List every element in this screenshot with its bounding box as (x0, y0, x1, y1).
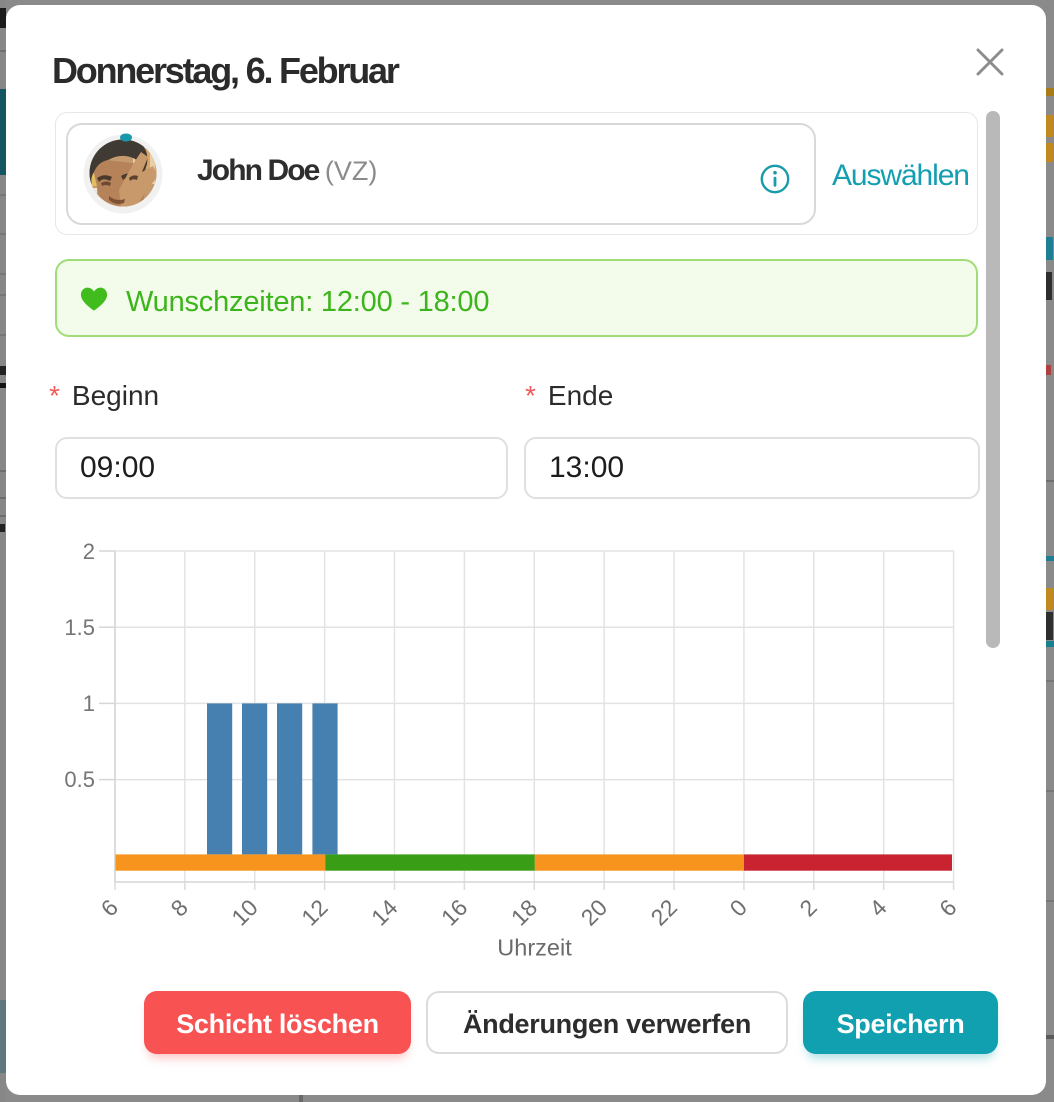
svg-text:16: 16 (436, 894, 472, 930)
svg-text:18: 18 (506, 894, 542, 930)
svg-text:20: 20 (576, 894, 612, 930)
svg-text:10: 10 (226, 894, 262, 930)
svg-text:0: 0 (725, 894, 752, 921)
svg-text:2: 2 (794, 894, 821, 921)
svg-text:12: 12 (296, 894, 332, 930)
svg-text:22: 22 (646, 894, 682, 930)
svg-text:4: 4 (864, 894, 892, 922)
svg-text:2: 2 (83, 539, 95, 564)
svg-text:6: 6 (96, 894, 123, 921)
svg-text:1: 1 (83, 691, 95, 716)
svg-text:6: 6 (934, 894, 961, 921)
svg-text:0.5: 0.5 (64, 767, 95, 792)
svg-text:8: 8 (165, 894, 192, 921)
svg-text:Uhrzeit: Uhrzeit (497, 935, 572, 961)
svg-text:1.5: 1.5 (64, 615, 95, 640)
svg-text:14: 14 (366, 894, 403, 931)
